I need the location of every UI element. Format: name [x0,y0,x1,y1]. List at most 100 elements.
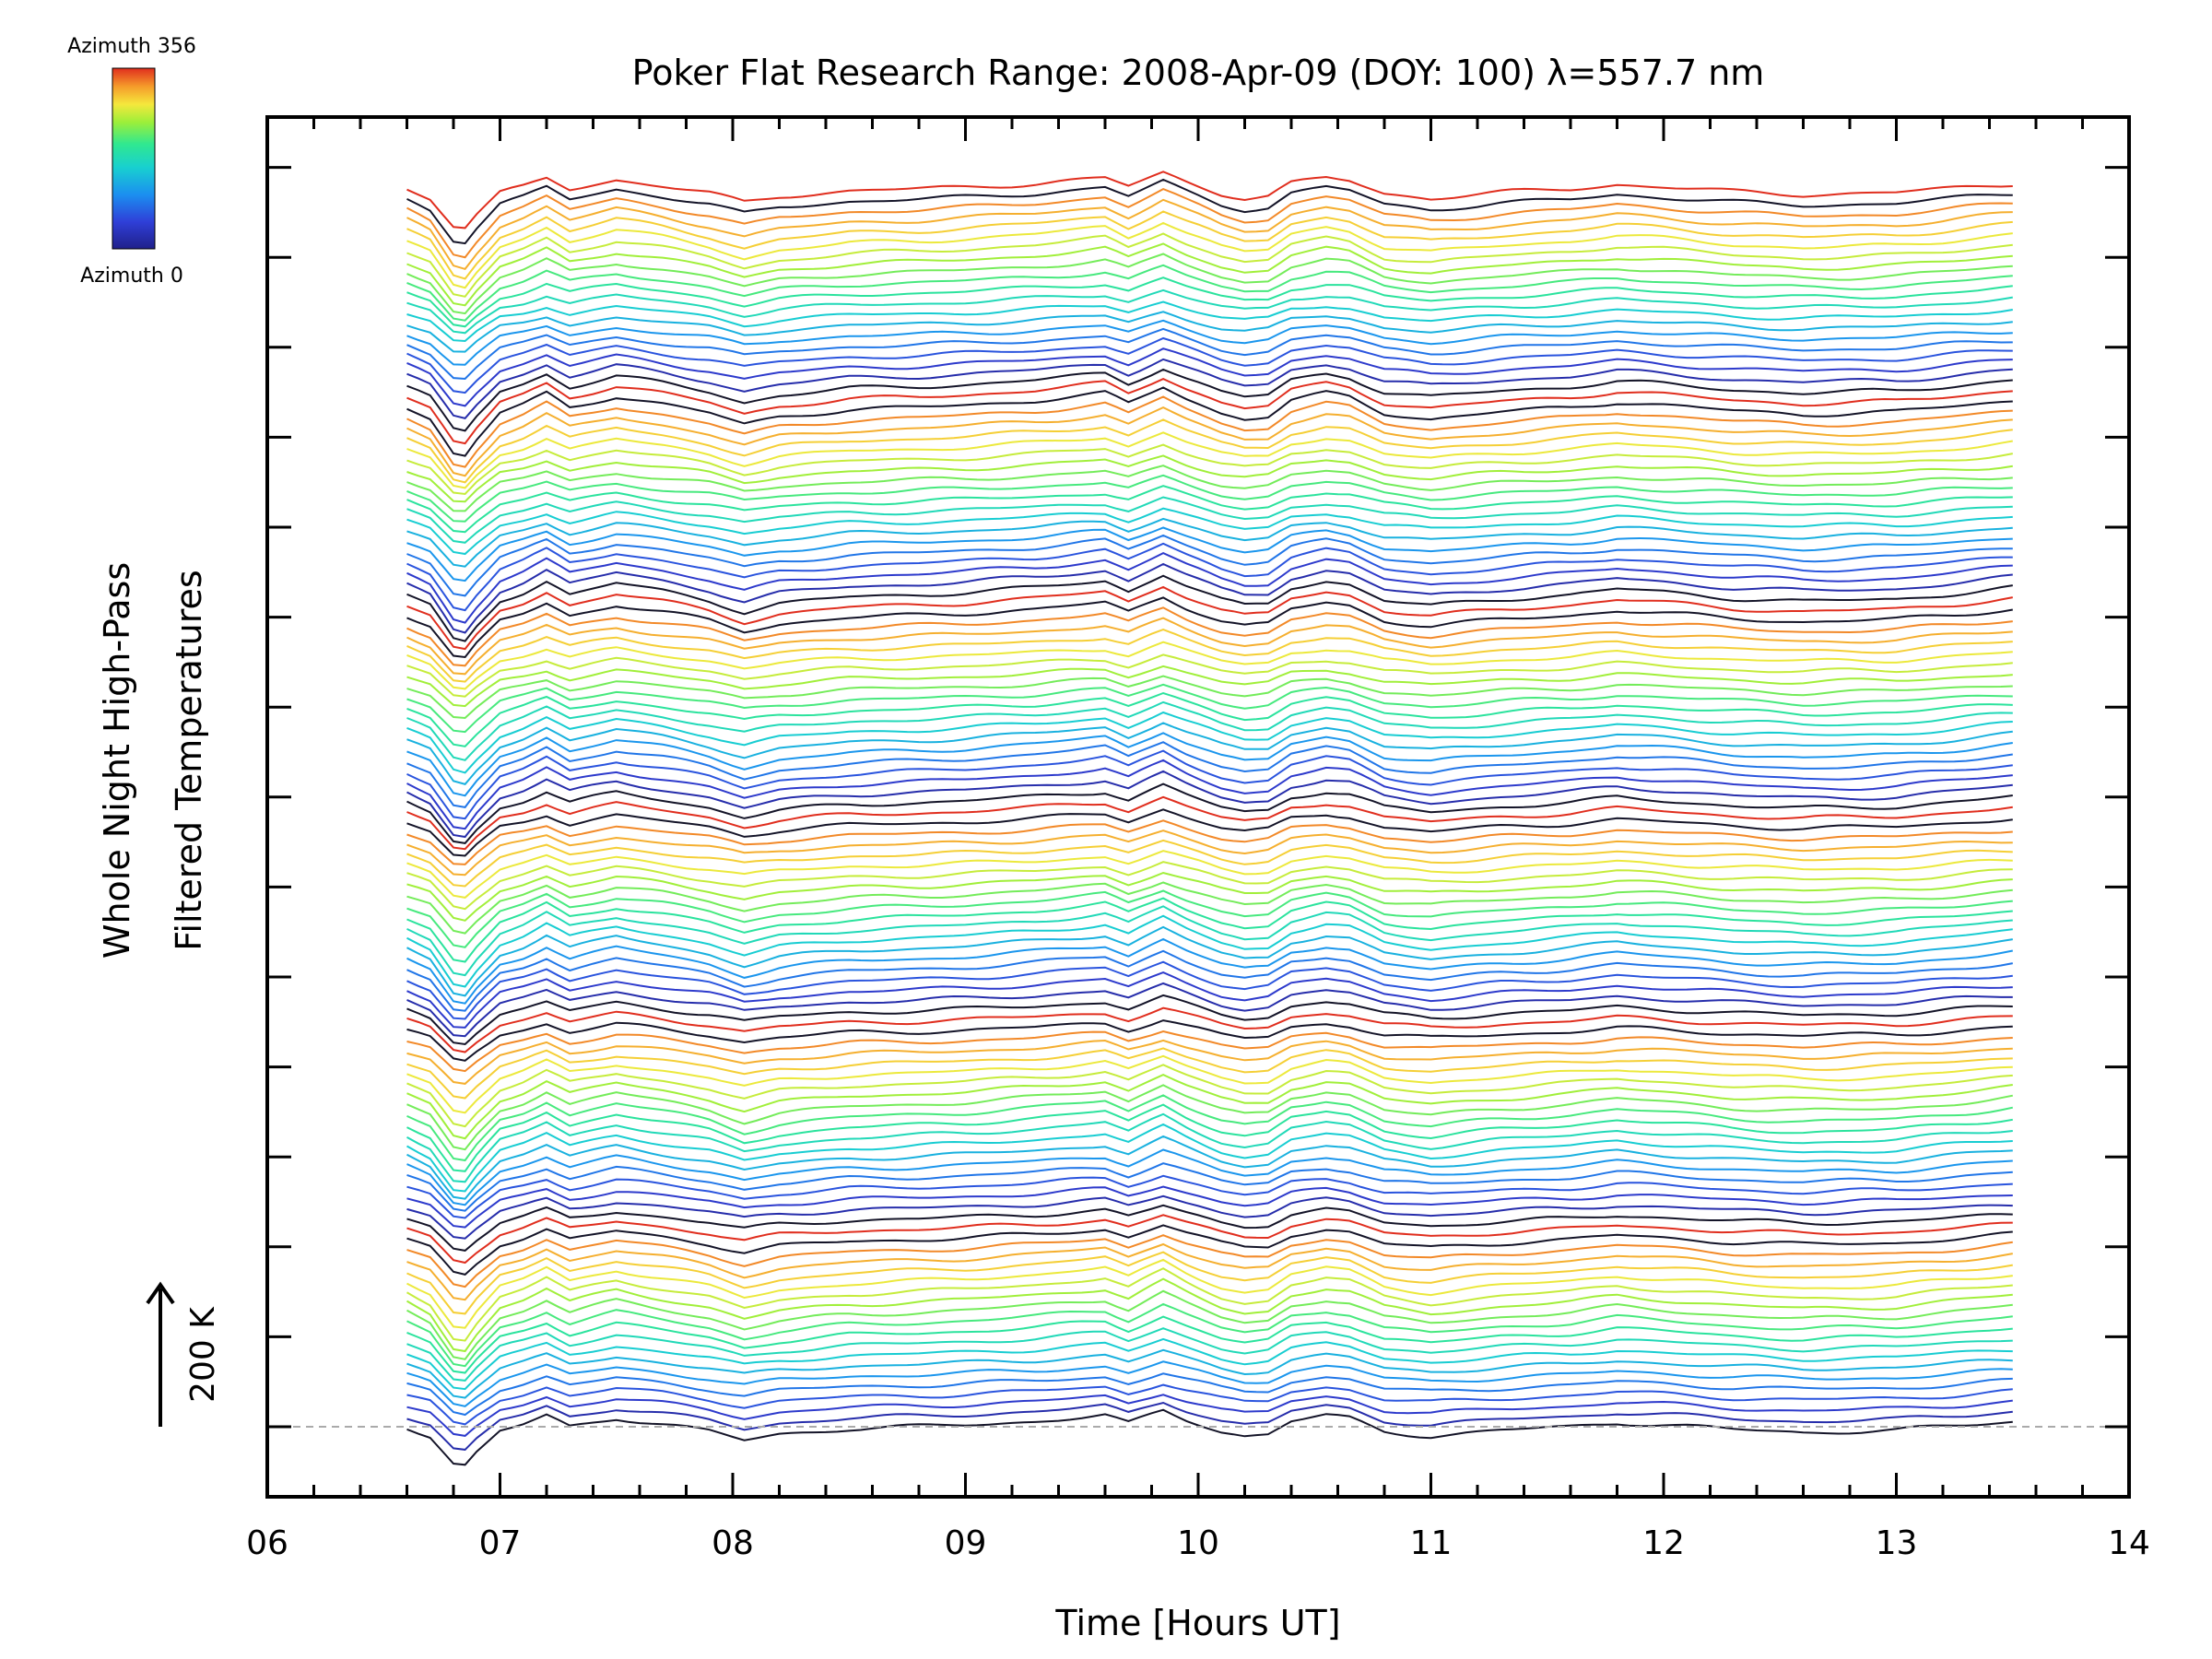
trace-line [406,358,2013,420]
trace-line [406,1242,2013,1301]
trace-line [406,795,2013,851]
trace-line [406,861,2013,911]
trace-line [406,1162,2013,1212]
trace-line [406,749,2013,820]
trace-line [406,1214,2013,1265]
trace-line [406,1185,2013,1229]
scale-label: 200 K [184,1306,222,1403]
trace-line [406,596,2013,659]
trace-line [406,485,2013,534]
trace-line [406,1064,2013,1128]
trace-line [406,1251,2013,1315]
trace-line [406,994,2013,1046]
trace-line [406,1327,2013,1382]
x-tick-label: 14 [2108,1524,2150,1562]
traces-group [406,171,2014,1466]
trace-line [406,347,2013,407]
trace-line [406,982,2013,1038]
trace-line [406,395,2013,468]
trace-line [406,881,2013,935]
trace-line [406,1360,2013,1407]
trace-line [406,264,2013,322]
chart-title: Poker Flat Research Range: 2008-Apr-09 (… [632,53,1765,93]
trace-line [406,474,2013,523]
trace-line [406,1277,2013,1353]
trace-line [406,562,2013,634]
x-tick-label: 11 [1410,1524,1453,1562]
trace-line [406,1054,2013,1114]
trace-line [406,1194,2013,1240]
trace-line [406,1383,2013,1426]
trace-line [406,1123,2013,1193]
trace-line [406,1047,2013,1100]
trace-line [406,178,2013,245]
trace-line [406,1408,2013,1466]
trace-line [406,1148,2013,1206]
trace-line [406,1094,2014,1162]
y-ticks-group [267,166,2129,1429]
trace-line [406,1039,2013,1085]
trace-line [406,1394,2013,1437]
trace-line [406,675,2013,720]
trace-line [406,406,2013,477]
trace-line [406,741,2013,808]
trace-line [406,1372,2013,1417]
trace-line [406,574,2013,642]
trace-line [406,683,2013,734]
trace-line [406,1112,2013,1183]
trace-line [406,1074,2013,1140]
trace-line [406,819,2013,865]
trace-line [406,221,2013,289]
trace-line [406,641,2013,690]
trace-line [406,830,2013,877]
trace-line [406,629,2013,683]
trace-line [406,914,2013,988]
trace-line [406,336,2013,394]
trace-line [406,1019,2013,1062]
trace-line [406,1030,2013,1073]
trace-line [406,1267,2013,1342]
trace-line [406,507,2013,556]
trace-line [406,288,2013,335]
trace-line [406,711,2013,774]
trace-line [406,949,2013,1012]
trace-line [406,665,2013,708]
trace-line [406,905,2013,977]
trace-line [406,454,2013,503]
x-tick-label: 07 [479,1524,522,1562]
x-axis-label: Time [Hours UT] [1054,1603,1340,1643]
colorbar [112,67,156,250]
x-tick-label: 08 [712,1524,754,1562]
trace-line [406,1302,2013,1368]
x-tick-label: 13 [1876,1524,1918,1562]
trace-line [406,937,2013,1005]
scale-arrow [146,1281,175,1427]
trace-line [406,443,2013,496]
trace-line [406,242,2013,307]
trace-line [406,526,2013,582]
trace-line [406,1315,2013,1374]
trace-line [406,1103,2013,1172]
trace-line [406,759,2013,830]
trace-line [406,1174,2013,1219]
trace-line [406,311,2013,353]
x-tick-label: 10 [1177,1524,1219,1562]
trace-line [406,542,2013,612]
trace-line [406,253,2013,315]
x-ticks-group: 06 07 08 09 10 11 12 13 14 [246,117,2150,1562]
trace-line [406,889,2013,948]
trace-line [406,198,2013,271]
trace-line [406,1258,2013,1329]
trace-line [406,1135,2013,1200]
trace-line [406,1401,2013,1451]
trace-line [406,300,2013,343]
trace-line [406,327,2013,381]
trace-line [406,770,2013,839]
trace-line [406,431,2013,489]
trace-line [406,617,2013,676]
trace-line [406,897,2013,963]
trace-line [406,782,2013,844]
x-tick-label: 12 [1642,1524,1685,1562]
trace-line [406,839,2013,888]
